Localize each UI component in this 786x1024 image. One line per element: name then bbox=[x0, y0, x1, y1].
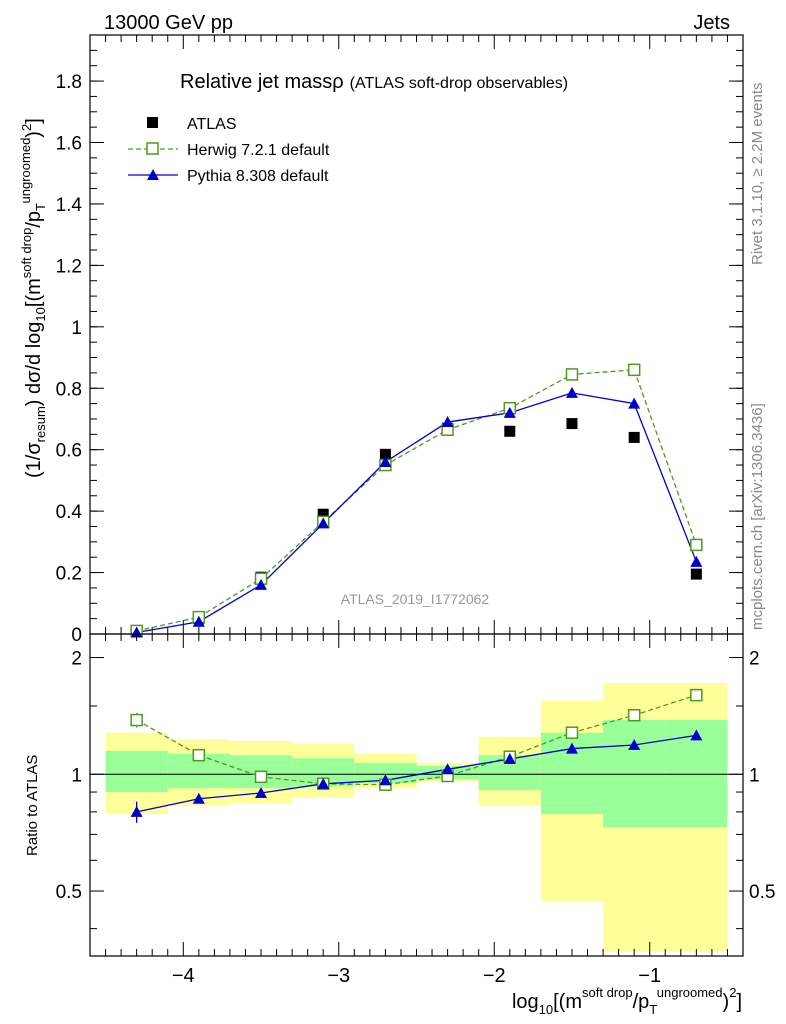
herwig-point-8 bbox=[627, 363, 641, 377]
ratio-pythia-point-0 bbox=[130, 805, 143, 817]
ratio-pythia-point-2 bbox=[255, 786, 268, 798]
pythia-point-2 bbox=[255, 578, 268, 590]
pythia-point-9 bbox=[690, 555, 703, 567]
main-y-axis-label: (1/σresum) dσ/d log10[(msoft drop/pTungr… bbox=[18, 118, 48, 478]
atlas-point-8 bbox=[628, 431, 640, 443]
header-left: 13000 GeV pp bbox=[104, 12, 233, 34]
mcplots-label: mcplots.cern.ch [arXiv:1306.3436] bbox=[749, 403, 766, 630]
ratio-xtick-label-2: −2 bbox=[483, 965, 506, 987]
herwig-series-line bbox=[136, 369, 697, 632]
rivet-label: Rivet 3.1.10, ≥ 2.2M events bbox=[749, 83, 766, 266]
atlas-point-4 bbox=[379, 448, 391, 460]
legend-atlas-marker bbox=[147, 117, 158, 128]
ratio-herwig-point-0 bbox=[130, 713, 143, 727]
pythia-point-3 bbox=[317, 517, 330, 529]
legend: ATLAS Herwig 7.2.1 default Pythia 8.308 … bbox=[128, 116, 330, 185]
ratio-ytick-label-right-1: 1 bbox=[749, 765, 760, 786]
ratio-herwig-point-9 bbox=[690, 688, 703, 702]
pythia-point-5 bbox=[441, 416, 454, 428]
legend-pythia-label: Pythia 8.308 default bbox=[187, 168, 329, 185]
ratio-pythia-line bbox=[136, 734, 697, 813]
main-ytick-label-7: 1.4 bbox=[56, 195, 83, 216]
legend-herwig-label: Herwig 7.2.1 default bbox=[187, 142, 330, 159]
legend-atlas-label: ATLAS bbox=[187, 116, 237, 133]
pythia-point-8 bbox=[628, 397, 641, 409]
ratio-ytick-label-1: 1 bbox=[71, 765, 82, 786]
pythia-point-7 bbox=[565, 386, 578, 398]
ratio-ytick-label-2: 2 bbox=[71, 649, 82, 670]
ratio-pythia-point-3 bbox=[317, 777, 330, 789]
main-ytick-label-2: 0.4 bbox=[56, 502, 83, 523]
main-ytick-label-1: 0.2 bbox=[56, 564, 82, 585]
ratio-band-green-8 bbox=[603, 720, 666, 828]
x-axis-label: log10[(msoft drop/pTungroomed)2] bbox=[512, 985, 742, 1017]
main-ytick-label-8: 1.6 bbox=[56, 134, 82, 155]
ratio-plot-panel: −4 −3 −2 −1 0.5 0.5 1 1 2 2 bbox=[56, 633, 775, 987]
legend-pythia-marker bbox=[147, 169, 159, 180]
analysis-watermark: ATLAS_2019_I1772062 bbox=[341, 591, 490, 607]
herwig-point-9 bbox=[690, 538, 703, 552]
ratio-pythia-point-9 bbox=[690, 729, 703, 741]
plot-title-sub: (ATLAS soft-drop observables) bbox=[350, 75, 568, 92]
pythia-point-4 bbox=[379, 455, 392, 467]
ratio-pythia-point-4 bbox=[379, 774, 392, 786]
atlas-point-7 bbox=[566, 418, 578, 430]
header-right: Jets bbox=[693, 12, 730, 34]
main-ytick-label-4: 0.8 bbox=[56, 379, 82, 400]
ratio-xtick-label-0: −4 bbox=[172, 965, 195, 987]
ratio-herwig-line bbox=[136, 694, 697, 786]
ratio-pythia-point-5 bbox=[441, 763, 454, 775]
legend-herwig-marker bbox=[146, 142, 159, 155]
ratio-pythia-point-7 bbox=[565, 742, 578, 754]
ratio-herwig-point-7 bbox=[565, 726, 579, 739]
main-ytick-label-0: 0 bbox=[71, 625, 82, 646]
ratio-band-green-0 bbox=[105, 750, 168, 793]
ratio-pythia-point-1 bbox=[192, 792, 205, 804]
ratio-ytick-label-0: 0.5 bbox=[56, 882, 82, 903]
main-plot-panel: 0 0.2 0.4 0.6 0.8 1 1.2 1.4 1.6 1.8 bbox=[56, 34, 744, 646]
pythia-point-1 bbox=[192, 615, 205, 627]
herwig-point-7 bbox=[565, 368, 579, 381]
atlas-point-6 bbox=[504, 425, 516, 437]
atlas-point-3 bbox=[317, 508, 329, 520]
pythia-series-line bbox=[136, 392, 697, 634]
main-ytick-label-9: 1.8 bbox=[56, 72, 82, 93]
pythia-point-6 bbox=[503, 406, 516, 418]
ratio-herwig-point-2 bbox=[254, 770, 268, 784]
ratio-herwig-point-1 bbox=[192, 748, 206, 762]
pythia-point-0 bbox=[130, 626, 143, 638]
ratio-xtick-label-1: −3 bbox=[327, 965, 350, 987]
ratio-pythia-point-6 bbox=[503, 753, 516, 765]
main-ytick-label-6: 1.2 bbox=[56, 256, 82, 277]
ratio-herwig-point-8 bbox=[627, 708, 641, 722]
ratio-xtick-label-3: −1 bbox=[638, 965, 661, 987]
ratio-ytick-label-right-2: 2 bbox=[749, 649, 760, 670]
main-ytick-label-3: 0.6 bbox=[56, 441, 82, 462]
plot-title-main: Relative jet massρ bbox=[180, 71, 344, 93]
atlas-point-9 bbox=[690, 568, 702, 580]
main-ytick-label-5: 1 bbox=[71, 318, 82, 339]
ratio-pythia-point-8 bbox=[628, 738, 641, 750]
ratio-ytick-label-right-0: 0.5 bbox=[749, 882, 775, 903]
ratio-y-axis-label: Ratio to ATLAS bbox=[24, 755, 41, 856]
plot-title: Relative jet massρ (ATLAS soft-drop obser… bbox=[180, 71, 568, 93]
